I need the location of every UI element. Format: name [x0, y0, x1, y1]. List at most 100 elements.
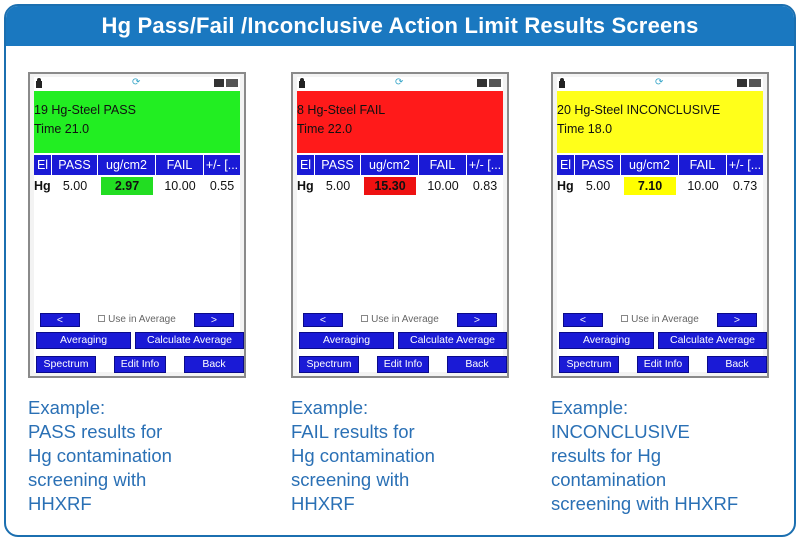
result-header: 20 Hg-Steel INCONCLUSIVE Time 18.0 — [557, 91, 763, 153]
use-in-average-label: Use in Average — [371, 314, 439, 325]
device-screen-inconclusive: ⟳ 20 Hg-Steel INCONCLUSIVE Time 18.0 El … — [551, 72, 769, 378]
refresh-icon: ⟳ — [395, 77, 404, 88]
caption-line: HHXRF — [28, 493, 92, 514]
col-el[interactable]: El — [557, 155, 575, 175]
col-pass[interactable]: PASS — [52, 155, 98, 175]
calculate-average-button[interactable]: Calculate Average — [658, 332, 767, 349]
use-in-average-toggle[interactable]: Use in Average — [609, 313, 711, 327]
table-row[interactable]: Hg 5.00 2.97 10.00 0.55 — [34, 177, 240, 195]
col-error[interactable]: +/- [... — [468, 158, 502, 172]
results-table: El PASS ug/cm2 FAIL +/- [... Hg 5.00 2.9… — [34, 155, 240, 195]
cell-pass: 5.00 — [585, 179, 611, 193]
col-conc[interactable]: ug/cm2 — [621, 155, 679, 175]
caption-line: Example: — [28, 397, 106, 418]
col-el[interactable]: El — [297, 155, 315, 175]
edit-info-button[interactable]: Edit Info — [377, 356, 429, 373]
results-table: El PASS ug/cm2 FAIL +/- [... Hg 5.00 15.… — [297, 155, 503, 195]
calculate-average-button[interactable]: Calculate Average — [135, 332, 244, 349]
caption-line: Hg contamination — [28, 445, 172, 466]
caption-line: screening with — [28, 469, 147, 490]
cell-pass: 5.00 — [62, 179, 88, 193]
next-button[interactable]: > — [457, 313, 497, 327]
connection-icon — [214, 79, 238, 87]
status-bar: ⟳ — [557, 77, 763, 91]
spectrum-button[interactable]: Spectrum — [559, 356, 619, 373]
screen: ⟳ 8 Hg-Steel FAIL Time 22.0 El PASS ug/c… — [297, 77, 507, 375]
averaging-button[interactable]: Averaging — [559, 332, 654, 349]
edit-info-button[interactable]: Edit Info — [637, 356, 689, 373]
spectrum-button[interactable]: Spectrum — [36, 356, 96, 373]
cell-pass: 5.00 — [325, 179, 351, 193]
caption-line: FAIL results for — [291, 421, 415, 442]
prev-button[interactable]: < — [563, 313, 603, 327]
caption-line: screening with HHXRF — [551, 493, 739, 514]
cell-fail: 10.00 — [687, 179, 719, 193]
caption-fail: Example: FAIL results for Hg contaminati… — [291, 396, 531, 516]
averaging-button[interactable]: Averaging — [36, 332, 131, 349]
cell-error: 0.83 — [472, 179, 498, 193]
calculate-average-button[interactable]: Calculate Average — [398, 332, 507, 349]
checkbox-icon[interactable] — [361, 314, 369, 322]
col-el[interactable]: El — [34, 155, 52, 175]
connection-icon — [737, 79, 761, 87]
col-conc[interactable]: ug/cm2 — [98, 155, 156, 175]
caption-line: screening with — [291, 469, 410, 490]
time-line: Time 22.0 — [297, 122, 353, 136]
averaging-button[interactable]: Averaging — [299, 332, 394, 349]
time-line: Time 18.0 — [557, 122, 613, 136]
table-row[interactable]: Hg 5.00 7.10 10.00 0.73 — [557, 177, 763, 195]
back-button[interactable]: Back — [184, 356, 244, 373]
use-in-average-label: Use in Average — [108, 314, 176, 325]
slide-title: Hg Pass/Fail /Inconclusive Action Limit … — [6, 6, 794, 46]
spectrum-button[interactable]: Spectrum — [299, 356, 359, 373]
checkbox-icon[interactable] — [621, 314, 629, 322]
col-error[interactable]: +/- [... — [205, 158, 239, 172]
controls: < Use in Average > Averaging Calculate A… — [297, 313, 507, 375]
caption-line: INCONCLUSIVE — [551, 421, 690, 442]
col-pass[interactable]: PASS — [315, 155, 361, 175]
cell-element: Hg — [34, 179, 51, 193]
back-button[interactable]: Back — [447, 356, 507, 373]
cell-conc: 7.10 — [621, 177, 679, 195]
battery-indicator-icon — [299, 78, 305, 88]
next-button[interactable]: > — [717, 313, 757, 327]
checkbox-icon[interactable] — [98, 314, 106, 322]
col-fail[interactable]: FAIL — [679, 155, 727, 175]
controls: < Use in Average > Averaging Calculate A… — [557, 313, 767, 375]
use-in-average-label: Use in Average — [631, 314, 699, 325]
col-conc[interactable]: ug/cm2 — [361, 155, 419, 175]
caption-line: PASS results for — [28, 421, 163, 442]
table-header: El PASS ug/cm2 FAIL +/- [... — [297, 155, 503, 175]
caption-line: Hg contamination — [291, 445, 435, 466]
table-row[interactable]: Hg 5.00 15.30 10.00 0.83 — [297, 177, 503, 195]
refresh-icon: ⟳ — [655, 77, 664, 88]
table-header: El PASS ug/cm2 FAIL +/- [... — [34, 155, 240, 175]
device-screen-fail: ⟳ 8 Hg-Steel FAIL Time 22.0 El PASS ug/c… — [291, 72, 509, 378]
use-in-average-toggle[interactable]: Use in Average — [349, 313, 451, 327]
col-error[interactable]: +/- [... — [728, 158, 762, 172]
screen: ⟳ 20 Hg-Steel INCONCLUSIVE Time 18.0 El … — [557, 77, 767, 375]
cell-element: Hg — [297, 179, 314, 193]
cell-conc: 2.97 — [98, 177, 156, 195]
device-screen-pass: ⟳ 19 Hg-Steel PASS Time 21.0 El PASS ug/… — [28, 72, 246, 378]
use-in-average-toggle[interactable]: Use in Average — [86, 313, 188, 327]
col-pass[interactable]: PASS — [575, 155, 621, 175]
caption-line: HHXRF — [291, 493, 355, 514]
concentration-value: 2.97 — [101, 177, 153, 195]
cell-conc: 15.30 — [361, 177, 419, 195]
cell-fail: 10.00 — [427, 179, 459, 193]
cell-fail: 10.00 — [164, 179, 196, 193]
col-fail[interactable]: FAIL — [419, 155, 467, 175]
next-button[interactable]: > — [194, 313, 234, 327]
prev-button[interactable]: < — [303, 313, 343, 327]
col-fail[interactable]: FAIL — [156, 155, 204, 175]
prev-button[interactable]: < — [40, 313, 80, 327]
back-button[interactable]: Back — [707, 356, 767, 373]
caption-pass: Example: PASS results for Hg contaminati… — [28, 396, 268, 516]
cell-element: Hg — [557, 179, 574, 193]
edit-info-button[interactable]: Edit Info — [114, 356, 166, 373]
result-header: 19 Hg-Steel PASS Time 21.0 — [34, 91, 240, 153]
time-line: Time 21.0 — [34, 122, 90, 136]
sample-status-line: 19 Hg-Steel PASS — [34, 103, 136, 117]
battery-indicator-icon — [36, 78, 42, 88]
